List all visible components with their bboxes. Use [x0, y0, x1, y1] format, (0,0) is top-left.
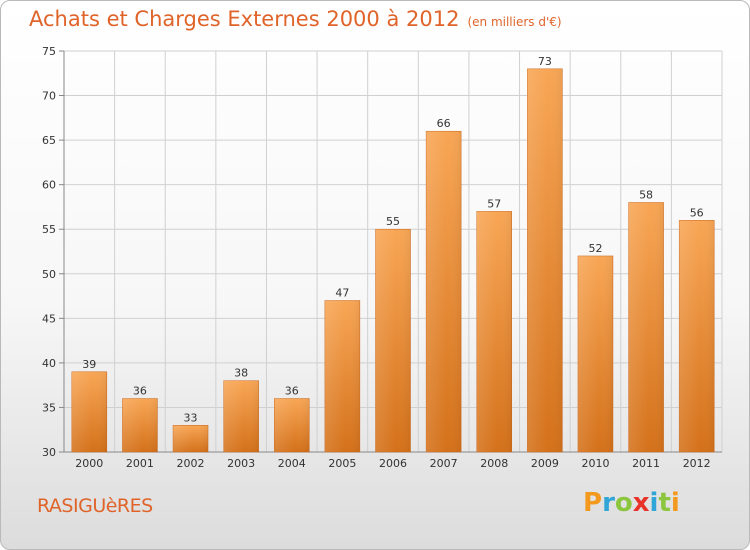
bar-value-label: 36 — [285, 385, 299, 398]
logo-letter: P — [583, 488, 603, 518]
proxiti-logo[interactable]: Proxiti — [583, 488, 680, 518]
x-tick-label: 2008 — [480, 457, 508, 470]
x-tick-label: 2007 — [430, 457, 458, 470]
bar-value-label: 38 — [234, 367, 248, 380]
y-tick-label: 75 — [42, 45, 56, 58]
labels: 30 35 40 45 50 55 60 65 70 75 39 2000 36 2001 33 2002 38… — [42, 45, 711, 470]
y-tick-label: 70 — [42, 90, 56, 103]
x-tick-label: 2010 — [581, 457, 609, 470]
bar-shine — [628, 202, 664, 452]
bar-value-label: 57 — [487, 197, 501, 210]
chart-title: Achats et Charges Externes 2000 à 2012 (e… — [29, 7, 562, 31]
bar-shine — [527, 68, 563, 453]
y-tick-label: 60 — [42, 179, 56, 192]
x-tick-label: 2009 — [531, 457, 559, 470]
x-tick-label: 2005 — [328, 457, 356, 470]
x-tick-label: 2011 — [632, 457, 660, 470]
logo-letter: i — [670, 488, 680, 518]
town-name: RASIGUèRES — [37, 495, 153, 517]
logo-letter: x — [632, 488, 650, 518]
x-tick-label: 2003 — [227, 457, 255, 470]
x-tick-label: 2006 — [379, 457, 407, 470]
y-tick-label: 55 — [42, 223, 56, 236]
logo-letter: o — [614, 488, 633, 518]
bar-value-label: 58 — [639, 188, 653, 201]
bar-value-label: 56 — [690, 206, 704, 219]
bar-shine — [122, 398, 158, 452]
bar-value-label: 47 — [335, 287, 349, 300]
y-tick-label: 40 — [42, 357, 56, 370]
bar-shine — [274, 398, 310, 452]
bar-shine — [223, 380, 259, 452]
x-tick-label: 2001 — [126, 457, 154, 470]
logo-letter: t — [658, 488, 671, 518]
bar-shine — [426, 131, 462, 452]
y-tick-label: 65 — [42, 134, 56, 147]
bar-value-label: 33 — [184, 411, 198, 424]
logo-letter: i — [649, 488, 659, 518]
bar-shine — [71, 371, 107, 452]
bar-value-label: 36 — [133, 385, 147, 398]
y-tick-label: 35 — [42, 401, 56, 414]
bar-shine — [324, 300, 360, 452]
bar-shine — [173, 425, 209, 452]
bar-shine — [375, 229, 411, 452]
y-tick-label: 30 — [42, 446, 56, 459]
bar-value-label: 73 — [538, 55, 552, 68]
chart-title-main: Achats et Charges Externes 2000 à 2012 — [29, 7, 460, 31]
bar-shine — [577, 255, 613, 452]
y-tick-label: 45 — [42, 312, 56, 325]
chart-title-unit: (en milliers d'€) — [467, 15, 562, 29]
x-tick-label: 2012 — [683, 457, 711, 470]
bar-value-label: 66 — [437, 117, 451, 130]
bar-value-label: 55 — [386, 215, 400, 228]
bar-value-label: 39 — [82, 358, 96, 371]
logo-letter: r — [602, 488, 615, 518]
bars — [71, 68, 715, 453]
bar-value-label: 52 — [588, 242, 602, 255]
bar-shine — [679, 220, 715, 452]
bar-shine — [476, 211, 512, 452]
y-tick-label: 50 — [42, 268, 56, 281]
x-tick-label: 2004 — [278, 457, 306, 470]
x-tick-label: 2000 — [75, 457, 103, 470]
x-tick-label: 2002 — [177, 457, 205, 470]
